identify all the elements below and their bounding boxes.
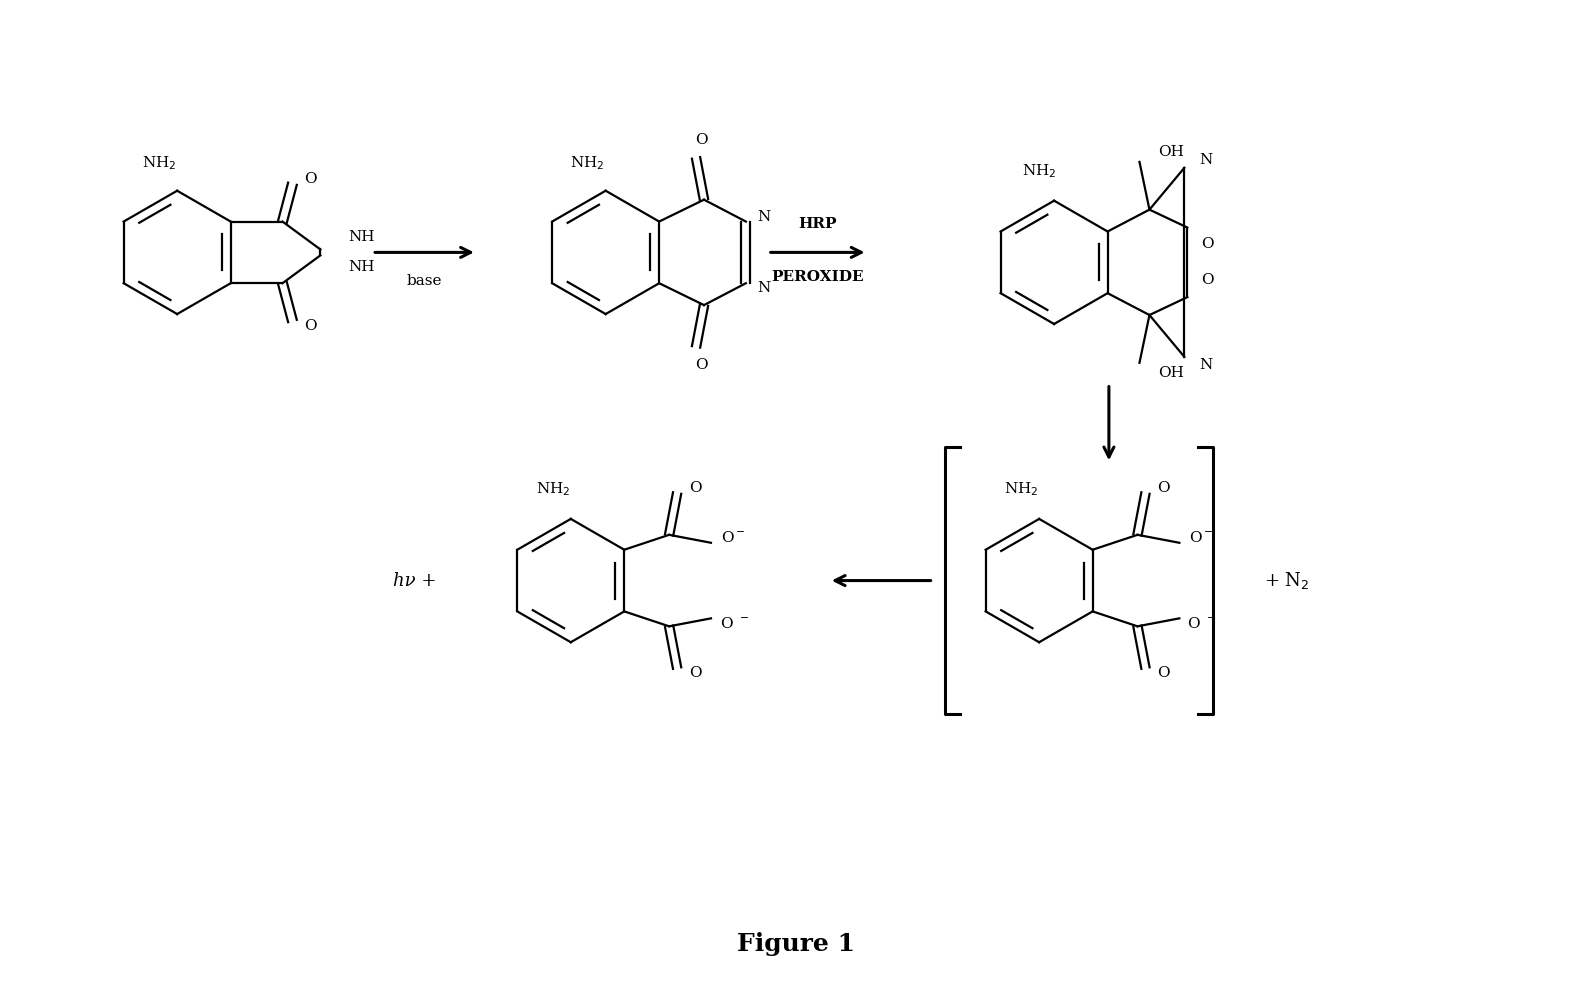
Text: O: O bbox=[304, 172, 317, 186]
Text: O: O bbox=[694, 133, 707, 147]
Text: PEROXIDE: PEROXIDE bbox=[771, 271, 864, 285]
Text: O: O bbox=[1157, 481, 1170, 495]
Text: HRP: HRP bbox=[798, 216, 837, 230]
Text: O: O bbox=[694, 358, 707, 372]
Text: N: N bbox=[1200, 358, 1213, 372]
Text: O: O bbox=[1157, 666, 1170, 680]
Text: NH$_2$: NH$_2$ bbox=[142, 154, 177, 172]
Text: + N$_2$: + N$_2$ bbox=[1264, 570, 1310, 592]
Text: O $^-$: O $^-$ bbox=[1186, 616, 1216, 631]
Text: O$^-$: O$^-$ bbox=[721, 530, 745, 545]
Text: OH: OH bbox=[1159, 366, 1184, 379]
Text: OH: OH bbox=[1159, 145, 1184, 159]
Text: N: N bbox=[758, 282, 771, 295]
Text: NH$_2$: NH$_2$ bbox=[535, 480, 570, 498]
Text: NH$_2$: NH$_2$ bbox=[570, 154, 605, 172]
Text: O $^-$: O $^-$ bbox=[720, 616, 750, 631]
Text: O: O bbox=[689, 666, 702, 680]
Text: NH$_2$: NH$_2$ bbox=[1005, 480, 1038, 498]
Text: O: O bbox=[1200, 274, 1213, 288]
Text: NH: NH bbox=[349, 261, 374, 275]
Text: Figure 1: Figure 1 bbox=[737, 932, 855, 956]
Text: O: O bbox=[689, 481, 702, 495]
Text: NH: NH bbox=[349, 230, 374, 244]
Text: O: O bbox=[1200, 237, 1213, 252]
Text: N: N bbox=[1200, 153, 1213, 167]
Text: O: O bbox=[304, 319, 317, 333]
Text: NH$_2$: NH$_2$ bbox=[1022, 162, 1057, 180]
Text: O$^-$: O$^-$ bbox=[1189, 530, 1213, 545]
Text: N: N bbox=[758, 209, 771, 223]
Text: base: base bbox=[406, 275, 443, 289]
Text: hν +: hν + bbox=[393, 571, 436, 590]
